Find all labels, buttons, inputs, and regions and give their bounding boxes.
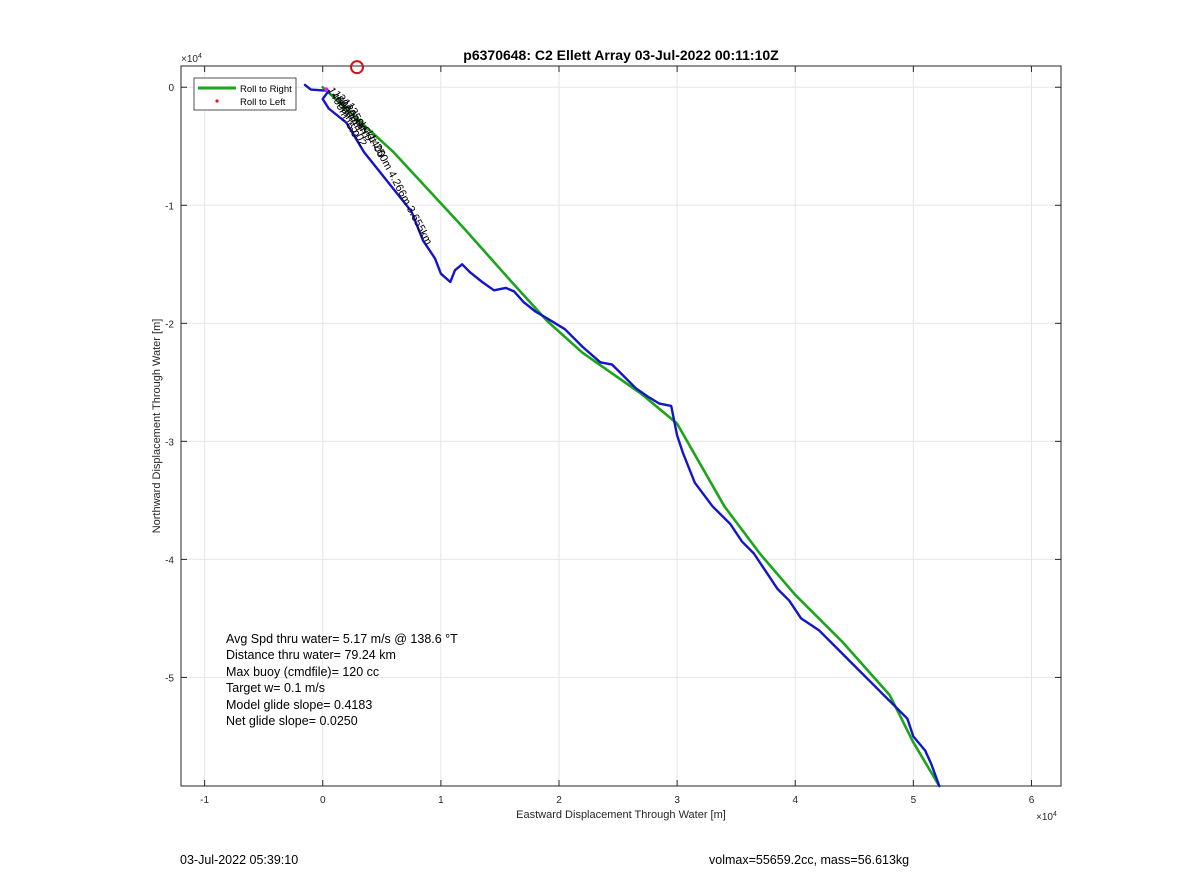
track-label: 250m 4.266m 3.655km [371,142,434,247]
x-tick-label: 1 [438,795,444,806]
x-tick-label: 2 [556,795,562,806]
y-tick-label: -2 [165,319,174,330]
x-axis-label: Eastward Displacement Through Water [m] [516,809,726,821]
y-multiplier-exponent: 4 [198,53,202,60]
x-tick-label: 6 [1029,795,1035,806]
chart-title: p6370648: C2 Ellett Array 03-Jul-2022 00… [463,47,779,63]
start-marker [324,87,329,92]
x-tick-label: 4 [792,795,798,806]
series-line-track [303,83,941,788]
annotation-distance: Distance thru water= 79.24 km [226,648,396,663]
legend: Roll to Right Roll to Left [193,77,297,111]
legend-label-roll-to-left: Roll to Left [240,97,286,108]
y-axis-label: Northward Displacement Through Water [m] [151,319,163,534]
footer-timestamp: 03-Jul-2022 05:39:10 [180,853,299,867]
footer-vehicle-info: volmax=55659.2cc, mass=56.613kg [709,853,910,867]
x-tick-label: -1 [200,795,209,806]
stats-annotation: Avg Spd thru water= 5.17 m/s @ 138.6 °T … [226,631,458,729]
waypoint-marker [350,60,364,75]
legend-swatch-roll-to-left [215,99,219,103]
y-tick-label: 0 [168,83,174,94]
annotation-target-w: Target w= 0.1 m/s [226,681,325,696]
series-line-roll-to-right [321,85,941,788]
y-tick-label: -3 [165,437,174,448]
annotation-model-glide-slope: Model glide slope= 0.4183 [226,697,373,712]
svg-text:×104: ×104 [1036,811,1057,823]
legend-label-roll-to-right: Roll to Right [240,84,292,95]
x-tick-label: 5 [911,795,917,806]
data-series [303,83,941,788]
legend-box [193,77,297,111]
y-multiplier-base: ×10 [181,54,198,65]
y-axis-multiplier: ×104 [181,53,202,65]
x-axis-multiplier: ×104 [1036,811,1057,823]
annotation-net-glide-slope: Net glide slope= 0.0250 [226,714,358,729]
plot-area-border [180,65,1062,787]
x-tick-label: 3 [674,795,680,806]
markers [324,60,364,92]
x-multiplier-base: ×10 [1036,812,1053,823]
x-tick-label: 0 [320,795,326,806]
axis-ticks: -1 0 1 2 3 4 5 6 0 -1 -2 -3 -4 -5 [165,66,1061,806]
svg-text:×104: ×104 [181,53,202,65]
y-tick-label: -1 [165,201,174,212]
x-multiplier-exponent: 4 [1053,811,1057,818]
y-tick-label: -5 [165,673,174,684]
y-tick-label: -4 [165,555,174,566]
annotation-max-buoy: Max buoy (cmdfile)= 120 cc [226,664,380,679]
annotation-avg-speed: Avg Spd thru water= 5.17 m/s @ 138.6 °T [226,632,458,646]
